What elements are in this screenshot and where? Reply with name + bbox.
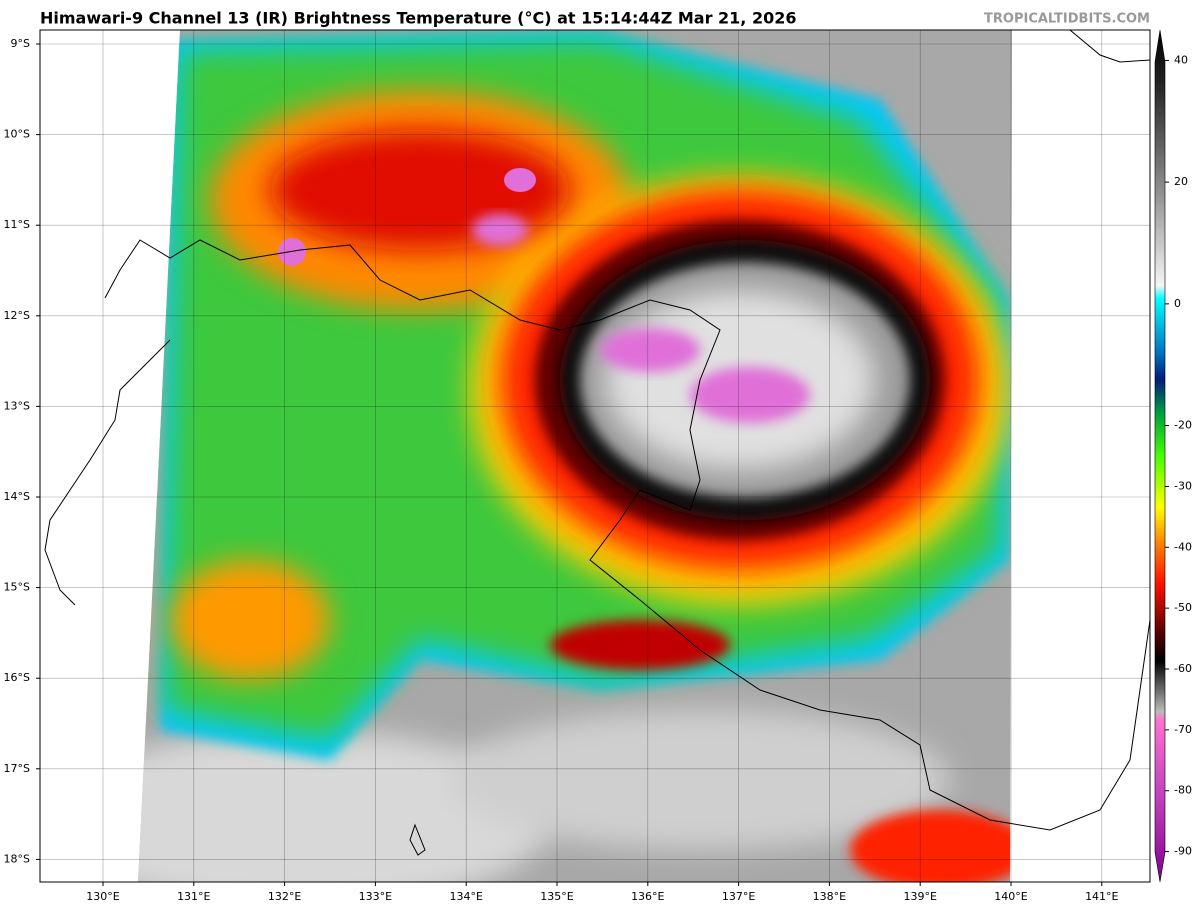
lat-tick-label: 11°S (4, 218, 30, 231)
colorbar-tick-label: 40 (1174, 53, 1188, 66)
lat-tick-label: 12°S (4, 309, 30, 322)
map-frame (39, 29, 1151, 883)
ticks: 130°E 131°E 132°E 133°E 134°E 135°E 136°E 137°E… (4, 37, 1192, 903)
title: Himawari-9 Channel 13 (IR) Brightness Te… (40, 9, 796, 28)
lat-tick-label: 17°S (4, 762, 30, 775)
watermark: TROPICALTIDBITS.COM (984, 12, 1150, 27)
colorbar-tick-label: -40 (1174, 540, 1192, 553)
graticule (40, 30, 1150, 882)
colorbar-tick-label: -80 (1174, 784, 1192, 797)
lon-tick-label: 139°E (903, 890, 936, 903)
colorbar-tick-label: -50 (1174, 601, 1192, 614)
lon-tick-label: 131°E (177, 890, 210, 903)
colorbar (1154, 29, 1166, 883)
lon-tick-label: 133°E (359, 890, 392, 903)
lon-tick-label: 134°E (449, 890, 482, 903)
lat-tick-label: 16°S (4, 671, 30, 684)
lat-tick-label: 10°S (4, 128, 30, 141)
imagery (44, 30, 1150, 882)
coastlines (44, 30, 1150, 856)
colorbar-tick-label: 20 (1174, 175, 1188, 188)
lon-tick-label: 137°E (722, 890, 755, 903)
lon-tick-label: 130°E (86, 890, 119, 903)
lon-tick-label: 135°E (540, 890, 573, 903)
lat-tick-label: 14°S (4, 490, 30, 503)
lon-tick-label: 132°E (268, 890, 301, 903)
lon-tick-label: 141°E (1085, 890, 1118, 903)
colorbar-tick-label: -90 (1174, 845, 1192, 858)
lat-tick-label: 15°S (4, 581, 30, 594)
colorbar-tick-label: -60 (1174, 662, 1192, 675)
lon-tick-label: 136°E (631, 890, 664, 903)
lat-tick-label: 9°S (11, 37, 30, 50)
colorbar-tick-label: -70 (1174, 723, 1192, 736)
colorbar-tick-label: -20 (1174, 419, 1192, 432)
colorbar-tick-label: 0 (1174, 297, 1181, 310)
lat-tick-label: 13°S (4, 399, 30, 412)
lat-tick-label: 18°S (4, 852, 30, 865)
colorbar-tick-label: -30 (1174, 479, 1192, 492)
lon-tick-label: 138°E (813, 890, 846, 903)
lon-tick-label: 140°E (994, 890, 1027, 903)
